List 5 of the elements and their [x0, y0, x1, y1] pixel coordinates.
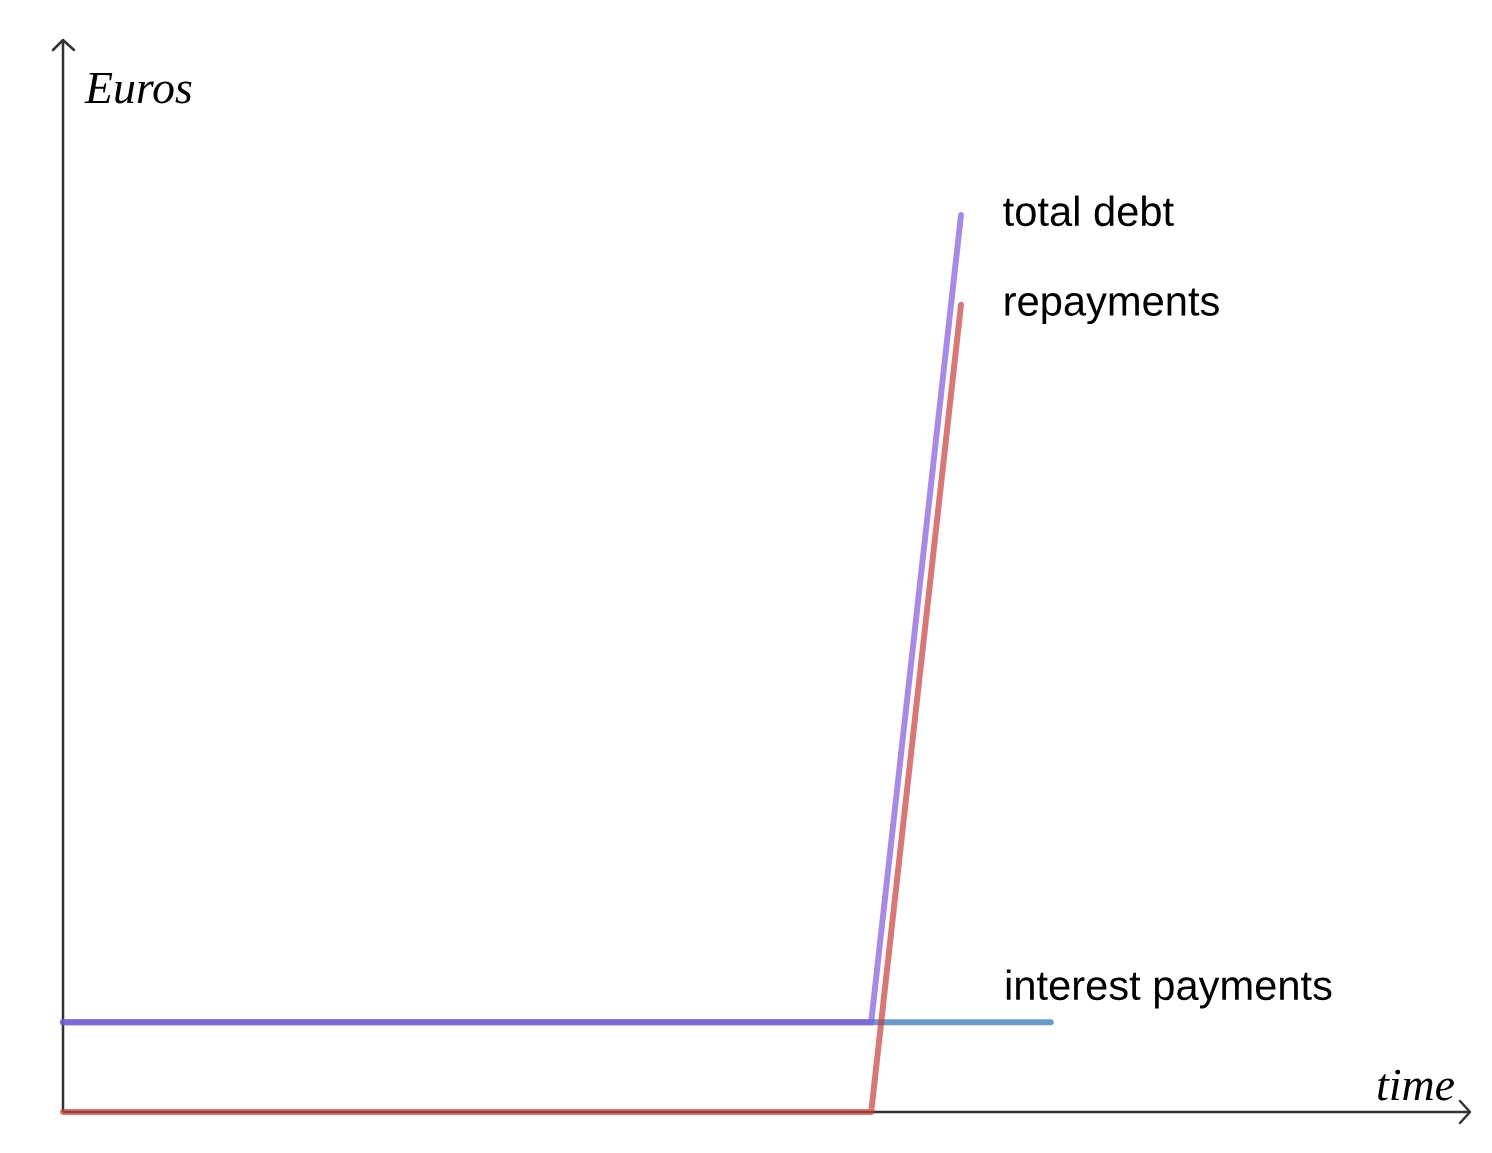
series-label: repayments: [1005, 288, 1219, 325]
text: time: [1378, 1069, 1454, 1101]
y-axis-title: Euros: [84, 73, 192, 104]
series-label: interest payments: [1006, 969, 1332, 1009]
series-label: total debt: [1003, 195, 1174, 227]
